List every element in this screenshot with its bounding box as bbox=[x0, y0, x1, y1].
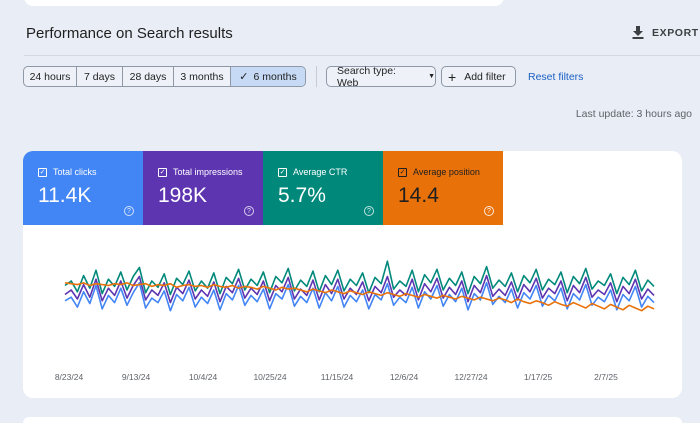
export-label: EXPORT bbox=[652, 26, 699, 39]
checkbox-checked-icon[interactable]: ✓ bbox=[278, 167, 287, 177]
x-tick-label: 12/6/24 bbox=[390, 372, 419, 382]
add-filter-button[interactable]: + Add filter bbox=[441, 66, 516, 87]
page-title: Performance on Search results bbox=[26, 25, 233, 42]
x-tick-label: 10/4/24 bbox=[189, 372, 218, 382]
metric-total-clicks[interactable]: ✓ Total clicks 11.4K ? bbox=[23, 151, 143, 225]
plus-icon: + bbox=[448, 68, 457, 85]
performance-line-chart: 8/23/24 9/13/24 10/4/24 10/25/24 11/15/24 12/… bbox=[55, 260, 655, 382]
metric-average-ctr[interactable]: ✓ Average CTR 5.7% ? bbox=[263, 151, 383, 225]
metric-total-impressions[interactable]: ✓ Total impressions 198K ? bbox=[143, 151, 263, 225]
help-icon[interactable]: ? bbox=[484, 206, 494, 216]
search-type-dropdown[interactable]: Search type: Web ▼ bbox=[326, 64, 436, 89]
x-tick-label: 1/17/25 bbox=[524, 372, 553, 382]
check-icon: ✓ bbox=[239, 71, 249, 83]
metric-value: 5.7% bbox=[278, 184, 326, 207]
x-tick-label: 11/15/24 bbox=[321, 372, 354, 382]
metric-value: 11.4K bbox=[38, 184, 92, 207]
range-24-hours[interactable]: 24 hours bbox=[24, 67, 77, 86]
x-tick-label: 9/13/24 bbox=[122, 372, 151, 382]
range-3-months[interactable]: 3 months bbox=[174, 67, 231, 86]
range-28-days[interactable]: 28 days bbox=[123, 67, 174, 86]
checkbox-checked-icon[interactable]: ✓ bbox=[38, 167, 47, 177]
checkbox-checked-icon[interactable]: ✓ bbox=[398, 167, 407, 177]
range-6-months[interactable]: ✓ 6 months bbox=[231, 67, 305, 86]
dropdown-caret-icon: ▼ bbox=[428, 73, 435, 80]
metric-value: 14.4 bbox=[398, 184, 439, 207]
metric-value: 198K bbox=[158, 184, 208, 207]
download-icon bbox=[632, 26, 644, 39]
header-divider bbox=[24, 55, 700, 56]
series-line-2 bbox=[64, 260, 655, 296]
series-line-3 bbox=[64, 281, 655, 312]
last-update-text: Last update: 3 hours ago bbox=[575, 108, 692, 120]
help-icon[interactable]: ? bbox=[244, 206, 254, 216]
x-tick-label: 2/7/25 bbox=[594, 372, 618, 382]
next-card bbox=[23, 417, 682, 423]
series-line-0 bbox=[64, 281, 655, 312]
range-7-days[interactable]: 7 days bbox=[77, 67, 123, 86]
checkbox-checked-icon[interactable]: ✓ bbox=[158, 167, 167, 177]
filter-separator bbox=[316, 66, 317, 87]
date-range-selector: 24 hours 7 days 28 days 3 months ✓ 6 mont… bbox=[23, 66, 306, 87]
add-filter-label: Add filter bbox=[464, 70, 506, 83]
search-type-label: Search type: Web bbox=[337, 64, 396, 89]
previous-card bbox=[24, 0, 504, 6]
reset-filters-link[interactable]: Reset filters bbox=[528, 71, 584, 83]
help-icon[interactable]: ? bbox=[364, 206, 374, 216]
x-tick-label: 12/27/24 bbox=[454, 372, 487, 382]
help-icon[interactable]: ? bbox=[124, 206, 134, 216]
x-tick-label: 10/25/24 bbox=[253, 372, 286, 382]
x-tick-label: 8/23/24 bbox=[55, 372, 84, 382]
metric-average-position[interactable]: ✓ Average position 14.4 ? bbox=[383, 151, 503, 225]
export-button[interactable]: EXPORT bbox=[632, 26, 699, 39]
performance-card: ✓ Total clicks 11.4K ? ✓ Total impressions… bbox=[23, 151, 682, 398]
